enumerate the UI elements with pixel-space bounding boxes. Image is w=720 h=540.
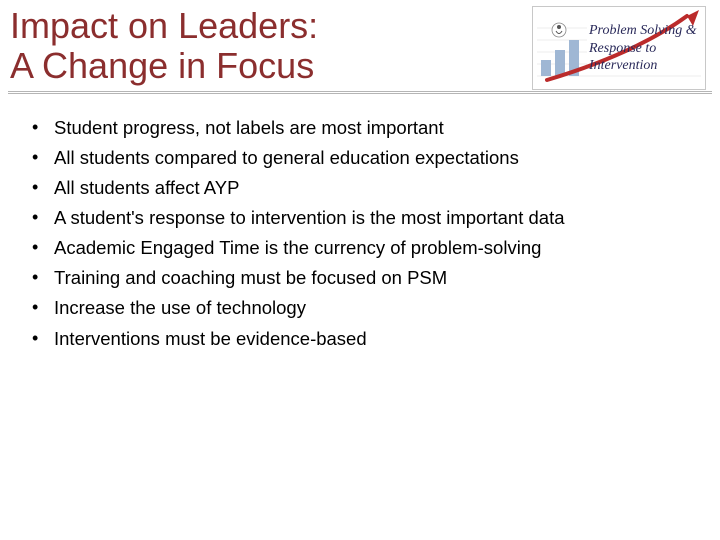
logo-text-line1: Problem Solving & xyxy=(589,23,697,38)
bullet-text: Student progress, not labels are most im… xyxy=(54,116,444,140)
bullet-text: Increase the use of technology xyxy=(54,296,306,320)
logo-text: Problem Solving & Response to Interventi… xyxy=(589,22,701,75)
bullet-list: •Student progress, not labels are most i… xyxy=(0,94,720,350)
bullet-text: Interventions must be evidence-based xyxy=(54,327,367,351)
bullet-mark: • xyxy=(30,146,54,169)
list-item: •All students affect AYP xyxy=(30,176,690,200)
bullet-text: Training and coaching must be focused on… xyxy=(54,266,447,290)
bullet-mark: • xyxy=(30,206,54,229)
bullet-mark: • xyxy=(30,176,54,199)
bullet-text: Academic Engaged Time is the currency of… xyxy=(54,236,541,260)
logo-box: Problem Solving & Response to Interventi… xyxy=(532,6,706,90)
slide: Impact on Leaders: A Change in Focus xyxy=(0,0,720,540)
bullet-mark: • xyxy=(30,327,54,350)
bullet-mark: • xyxy=(30,116,54,139)
bullet-mark: • xyxy=(30,296,54,319)
list-item: •Increase the use of technology xyxy=(30,296,690,320)
list-item: •Training and coaching must be focused o… xyxy=(30,266,690,290)
bullet-mark: • xyxy=(30,266,54,289)
title-line-2: A Change in Focus xyxy=(10,45,314,86)
bullet-text: All students compared to general educati… xyxy=(54,146,519,170)
bullet-text: All students affect AYP xyxy=(54,176,239,200)
bullet-mark: • xyxy=(30,236,54,259)
list-item: •A student's response to intervention is… xyxy=(30,206,690,230)
bullet-text: A student's response to intervention is … xyxy=(54,206,565,230)
logo-text-line2: Response to Intervention xyxy=(589,41,657,74)
title-line-1: Impact on Leaders: xyxy=(10,5,318,46)
list-item: •Academic Engaged Time is the currency o… xyxy=(30,236,690,260)
logo-inner: Problem Solving & Response to Interventi… xyxy=(537,10,701,86)
list-item: •Interventions must be evidence-based xyxy=(30,327,690,351)
list-item: •Student progress, not labels are most i… xyxy=(30,116,690,140)
bullet-ul: •Student progress, not labels are most i… xyxy=(30,116,690,350)
list-item: •All students compared to general educat… xyxy=(30,146,690,170)
